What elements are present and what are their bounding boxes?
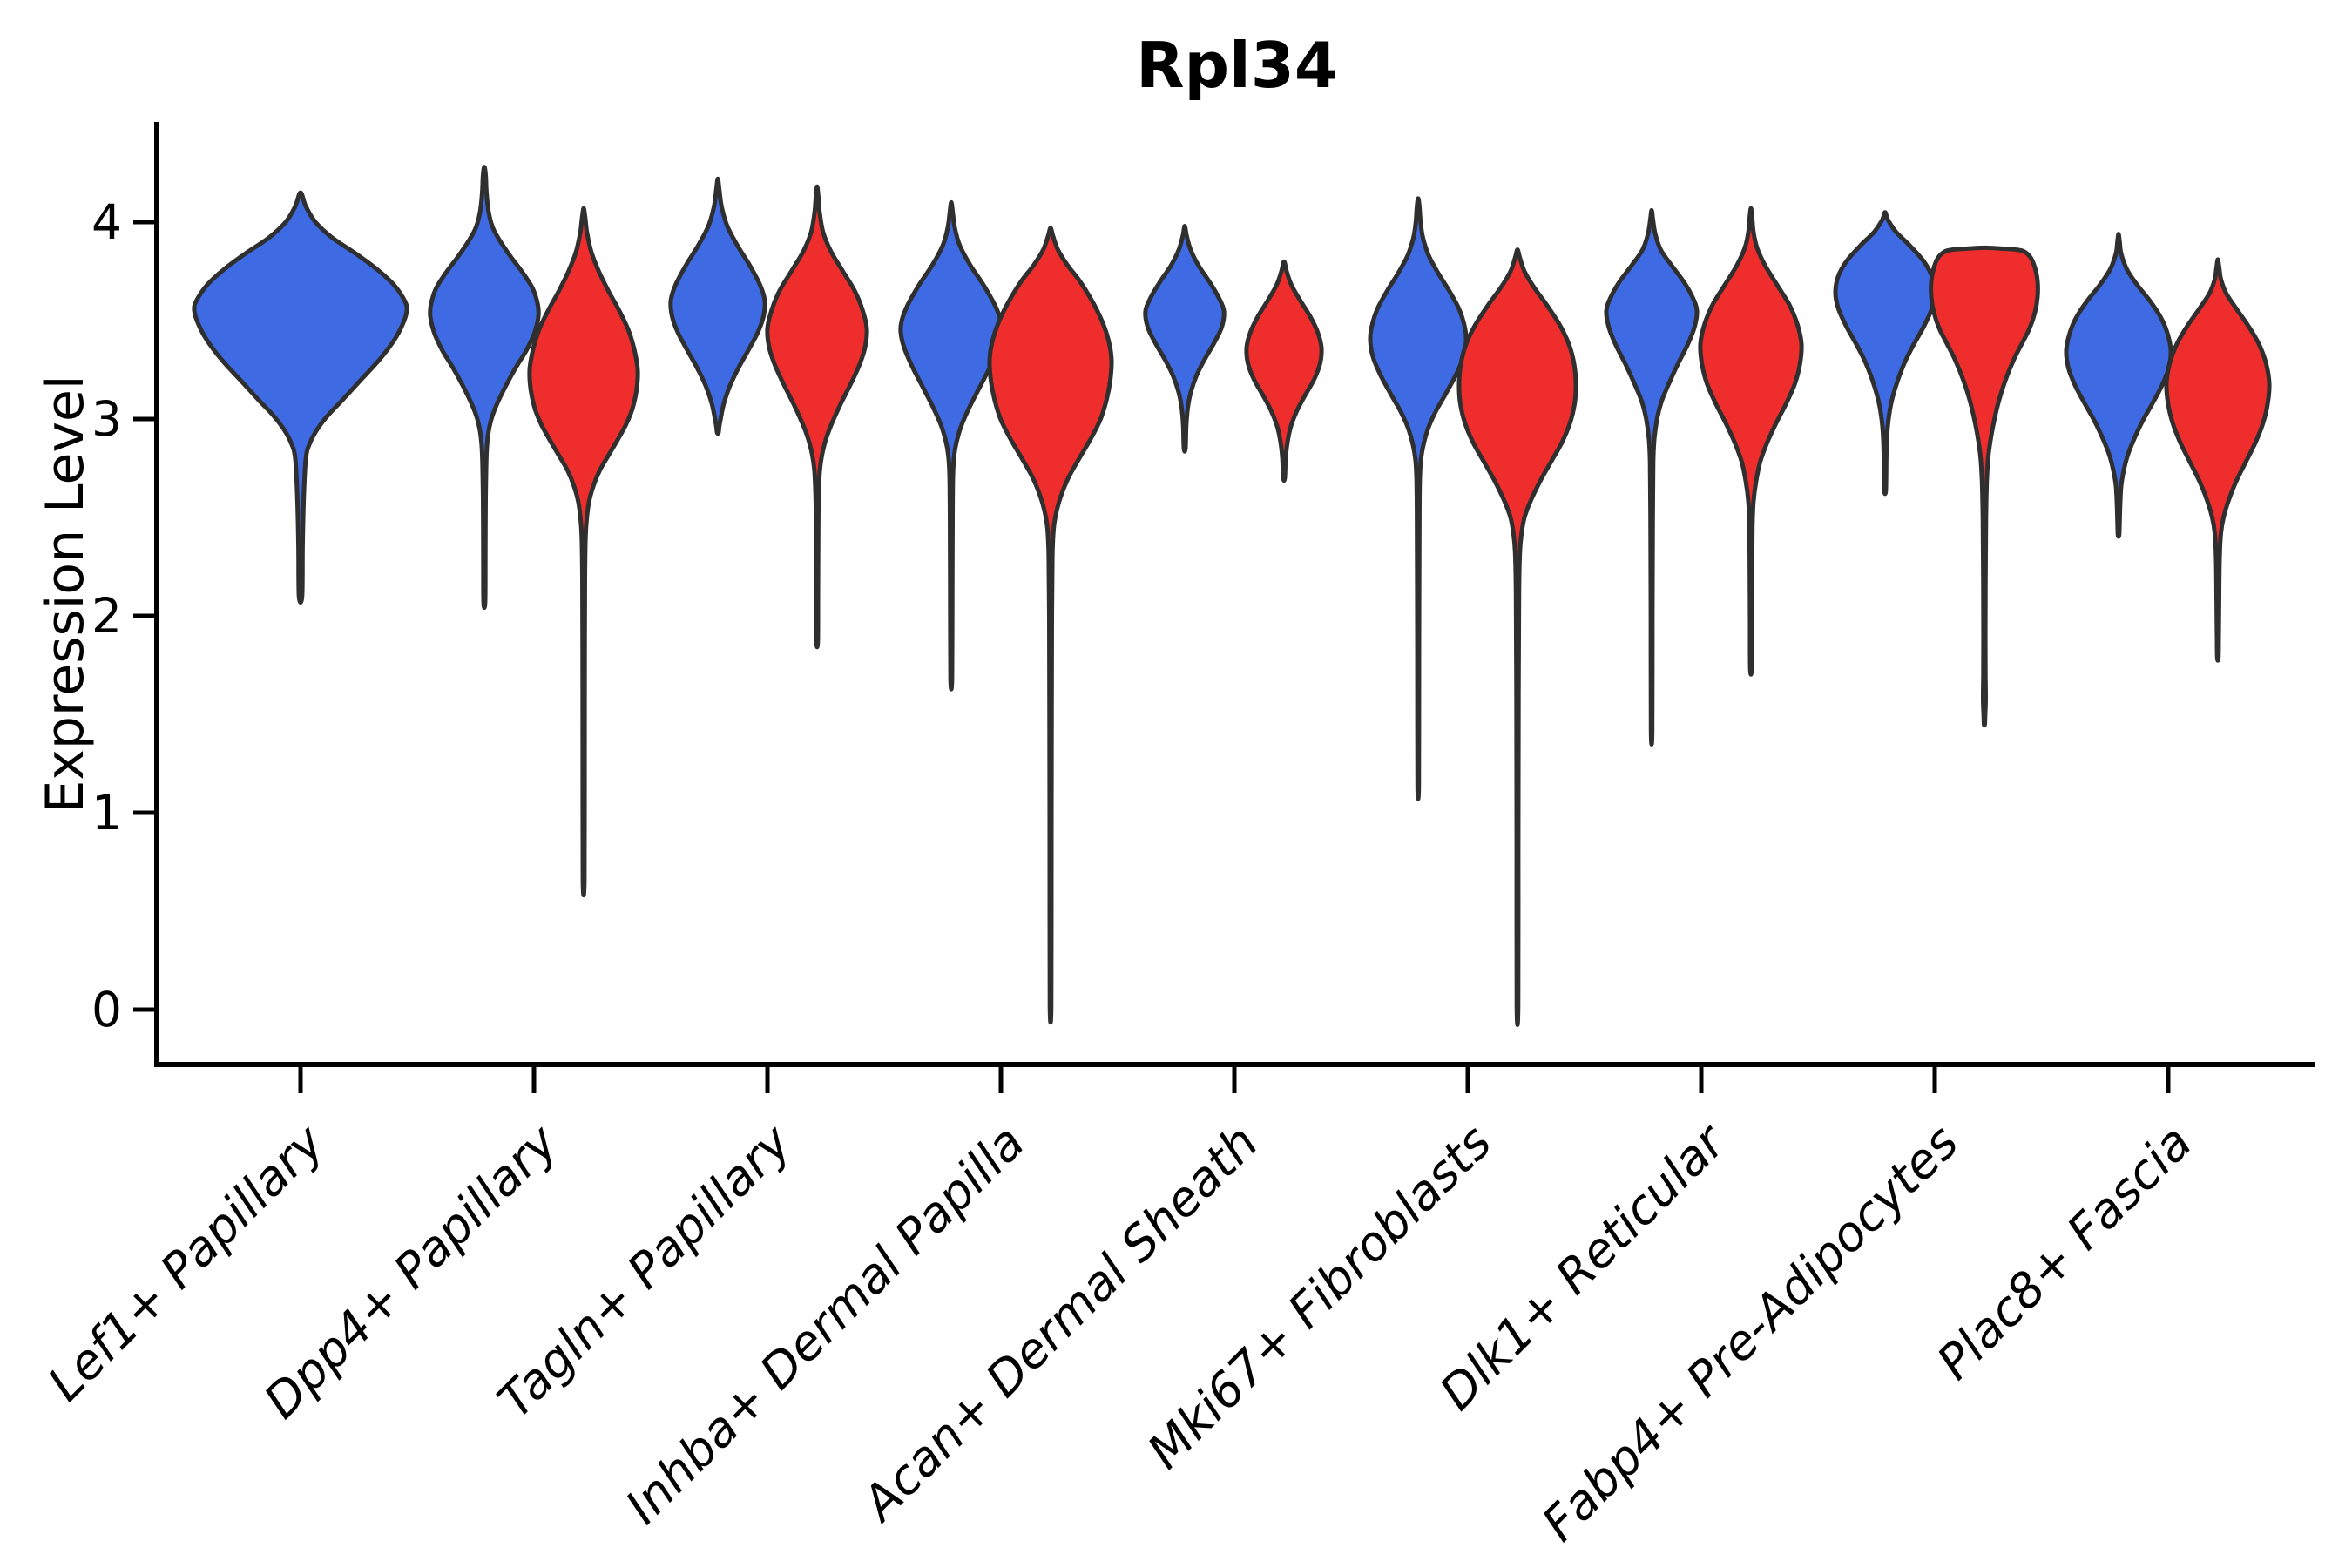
- violin-dpp4-papillary-blue: [428, 165, 541, 611]
- violin-acan-dermal-sheath-red: [1244, 259, 1324, 483]
- x-tick-label-inhba-dermal-papilla: Inhba+ Dermal Papilla: [615, 1114, 1035, 1534]
- violin-plac8-fascia-red: [2164, 257, 2272, 663]
- violin-fabp4-pre-adipocytes-red: [1929, 245, 2040, 728]
- plot-title: Rpl34: [1136, 29, 1338, 102]
- x-tick-label-fabp4-pre-adipocytes: Fabp4+ Pre-Adipocytes: [1531, 1114, 1969, 1551]
- violin-plac8-fascia-blue: [2064, 232, 2173, 539]
- violin-mki67-fibroblasts-red: [1456, 247, 1578, 1028]
- violin-lef1-papillary-blue: [192, 190, 409, 605]
- y-tick-label-2: 2: [91, 588, 122, 644]
- y-tick-label-4: 4: [91, 194, 122, 250]
- violin-tagln-papillary-blue: [668, 176, 767, 436]
- x-tick-label-acan-dermal-sheath: Acan+ Dermal Sheath: [850, 1114, 1269, 1533]
- y-axis-label: Expression Level: [35, 375, 96, 813]
- violin-dpp4-papillary-red: [527, 206, 640, 898]
- y-tick-label-0: 0: [91, 982, 122, 1037]
- violin-acan-dermal-sheath-blue: [1143, 224, 1227, 454]
- violin-mki67-fibroblasts-blue: [1368, 196, 1469, 801]
- violin-tagln-papillary-red: [765, 184, 869, 650]
- violin-inhba-dermal-papilla-blue: [898, 199, 1004, 692]
- y-tick-label-3: 3: [91, 391, 122, 447]
- violin-inhba-dermal-papilla-red: [987, 226, 1114, 1025]
- x-tick-label-plac8-fascia: Plac8+ Fascia: [1926, 1114, 2202, 1390]
- violin-dlk1-reticular-blue: [1604, 207, 1700, 747]
- violin-fabp4-pre-adipocytes-blue: [1833, 210, 1937, 497]
- violins-layer: [192, 165, 2272, 1028]
- violin-dlk1-reticular-red: [1698, 206, 1804, 677]
- y-tick-label-1: 1: [91, 785, 122, 841]
- axes-layer: [133, 122, 2315, 1093]
